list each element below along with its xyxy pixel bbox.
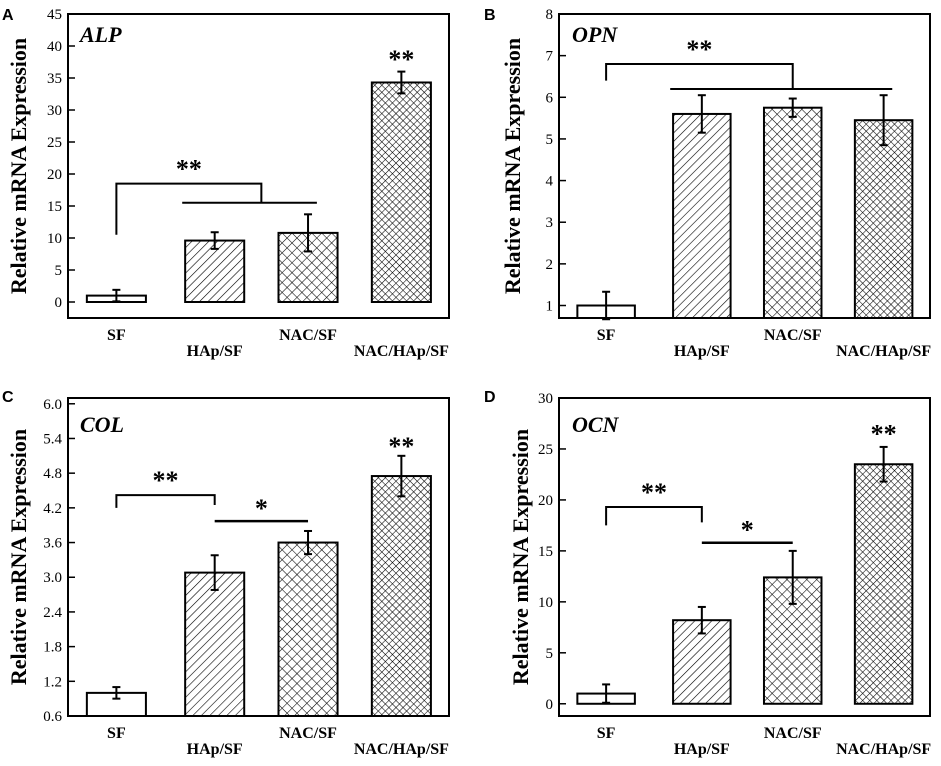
significance-label: **: [871, 420, 897, 449]
bar-nac-sf: [762, 106, 823, 320]
gene-label: COL: [80, 412, 124, 437]
x-category-label: SF: [107, 327, 126, 344]
panel-letter: A: [2, 7, 14, 24]
significance-label: **: [641, 478, 667, 507]
y-tick-label: 7: [546, 49, 554, 65]
chart-panel-a: A ALP Relative mRNA Expression 0 5 10 15 20 25 30…: [2, 7, 450, 360]
y-tick-label: 45: [47, 7, 62, 23]
y-axis-label: Relative mRNA Expression: [500, 38, 525, 294]
y-tick-label: 40: [47, 39, 62, 55]
y-tick-label: 3: [546, 215, 554, 231]
y-tick-label: 30: [538, 391, 553, 407]
bar-nac-hap-sf: [370, 81, 432, 304]
significance-label: **: [153, 466, 179, 495]
bar-nac-hap-sf: [370, 475, 432, 717]
x-category-label: NAC/HAp/SF: [836, 741, 931, 758]
significance-label: *: [255, 494, 268, 523]
y-axis-label: Relative mRNA Expression: [6, 38, 31, 294]
y-tick-label: 30: [47, 103, 62, 119]
y-tick-label: 1: [546, 299, 554, 315]
y-tick-label: 2.4: [43, 605, 62, 621]
significance-label: **: [388, 432, 414, 461]
y-tick-label: 15: [538, 544, 553, 560]
y-axis-label: Relative mRNA Expression: [508, 429, 533, 685]
significance-bracket: [605, 62, 794, 89]
gene-label: OCN: [572, 412, 620, 437]
plot-frame: [67, 397, 450, 717]
significance-bracket: [605, 506, 703, 526]
y-tick-label: 6.0: [43, 397, 62, 413]
y-tick-label: 4: [546, 174, 554, 190]
y-tick-label: 5.4: [43, 431, 62, 447]
y-tick-label: 4.2: [43, 501, 62, 517]
y-tick-label: 10: [47, 231, 62, 247]
bar-nac-sf: [277, 541, 339, 718]
significance-label: *: [741, 516, 754, 545]
y-tick-label: 5: [546, 132, 554, 148]
chart-panel-b: B OPN Relative mRNA Expression 1 2 3 4 5 6 7 8 SF HA…: [484, 7, 931, 360]
y-tick-label: 0: [546, 697, 554, 713]
x-category-label: SF: [107, 725, 126, 742]
y-tick-label: 10: [538, 595, 553, 611]
bar-hap-sf: [184, 571, 246, 717]
y-tick-label: 6: [546, 90, 554, 106]
bar-nac-hap-sf: [853, 463, 914, 705]
significance-bracket: [115, 494, 216, 508]
panel-letter: B: [484, 7, 496, 24]
x-category-label: NAC/SF: [279, 327, 337, 344]
y-tick-label: 3.0: [43, 570, 62, 586]
x-category-label: NAC/SF: [764, 327, 822, 344]
bar-hap-sf: [672, 112, 732, 319]
chart-panel-c: C COL Relative mRNA Expression 0.6 1.2 1.8 2.4…: [2, 389, 450, 758]
significance-bracket: [115, 182, 263, 235]
y-axis-label: Relative mRNA Expression: [6, 429, 31, 685]
x-category-label: HAp/SF: [674, 741, 730, 758]
gene-label: OPN: [572, 22, 618, 47]
y-tick-label: 5: [546, 646, 554, 662]
panel-letter: C: [2, 389, 14, 406]
y-tick-label: 15: [47, 199, 62, 215]
x-category-label: NAC/SF: [764, 725, 822, 742]
plot-frame: [558, 397, 931, 717]
x-category-label: NAC/SF: [279, 725, 337, 742]
x-category-label: SF: [597, 725, 616, 742]
plot-frame: [67, 13, 450, 319]
y-tick-label: 0: [55, 295, 63, 311]
y-tick-label: 3.6: [43, 536, 62, 552]
x-category-label: HAp/SF: [187, 343, 243, 360]
y-tick-label: 1.2: [43, 674, 62, 690]
panel-letter: D: [484, 389, 496, 406]
y-tick-label: 20: [538, 493, 553, 509]
y-tick-label: 5: [55, 263, 63, 279]
bar-nac-hap-sf: [853, 119, 914, 319]
y-tick-label: 25: [47, 135, 62, 151]
chart-panel-d: D OCN Relative mRNA Expression 0 5 10 15 20 25 30…: [484, 389, 931, 758]
y-tick-label: 35: [47, 71, 62, 87]
y-tick-label: 1.8: [43, 640, 62, 656]
bar-hap-sf: [184, 239, 246, 303]
y-tick-label: 25: [538, 442, 553, 458]
y-tick-label: 0.6: [43, 709, 62, 725]
x-category-label: HAp/SF: [674, 343, 730, 360]
y-tick-label: 20: [47, 167, 62, 183]
gene-label: ALP: [78, 22, 122, 47]
significance-label: **: [686, 35, 712, 64]
x-category-label: NAC/HAp/SF: [354, 741, 449, 758]
significance-label: **: [388, 45, 414, 74]
y-tick-label: 8: [546, 7, 554, 23]
plot-frame: [558, 13, 931, 319]
x-category-label: SF: [597, 327, 616, 344]
x-category-label: NAC/HAp/SF: [354, 343, 449, 360]
x-category-label: NAC/HAp/SF: [836, 343, 931, 360]
y-tick-label: 4.8: [43, 466, 62, 482]
significance-label: **: [176, 155, 202, 184]
y-tick-label: 2: [546, 257, 554, 273]
x-category-label: HAp/SF: [187, 741, 243, 758]
